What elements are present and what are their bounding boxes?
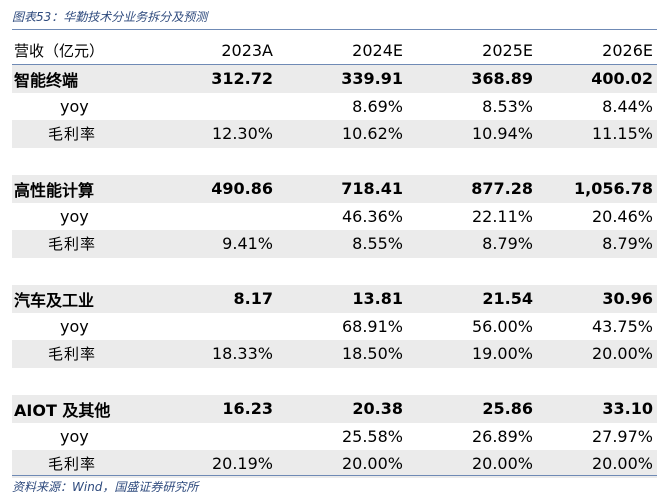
revenue-cell: 312.72 — [152, 64, 277, 93]
header-label: 营收（亿元） — [12, 36, 152, 65]
yoy-cell: 20.46% — [591, 206, 653, 226]
year-header: 2026E — [537, 36, 657, 65]
source-note: 资料来源：Wind，国盛证券研究所 — [12, 480, 199, 494]
gross-margin-cell: 10.94% — [407, 120, 537, 148]
segment-yoy-row: yoy 68.91% 56.00% 43.75% — [12, 313, 657, 341]
gross-margin-cell: 9.41% — [152, 230, 277, 258]
yoy-label: yoy — [60, 206, 89, 226]
yoy-cell: 68.91% — [341, 316, 403, 336]
segment-name: AIOT 及其他 — [12, 395, 152, 423]
yoy-label: yoy — [60, 96, 89, 116]
gross-margin-cell: 20.00% — [277, 450, 407, 478]
gross-margin-label: 毛利率 — [12, 230, 152, 258]
revenue-cell: 16.23 — [152, 395, 277, 423]
yoy-cell: 22.11% — [471, 206, 533, 226]
gross-margin-cell: 10.62% — [277, 120, 407, 148]
year-header: 2025E — [407, 36, 537, 65]
segment-name: 汽车及工业 — [12, 285, 152, 313]
header-row: 营收（亿元） 2023A 2024E 2025E 2026E — [12, 36, 657, 65]
revenue-cell: 21.54 — [407, 285, 537, 313]
year-header: 2023A — [152, 36, 277, 65]
gross-margin-cell: 8.79% — [407, 230, 537, 258]
revenue-cell: 718.41 — [277, 175, 407, 203]
spacer-row — [12, 257, 657, 285]
yoy-label: yoy — [60, 426, 89, 446]
segment-revenue-row: 智能终端 312.72 339.91 368.89 400.02 — [12, 64, 657, 93]
gross-margin-cell: 8.79% — [537, 230, 657, 258]
segment-revenue-row: AIOT 及其他 16.23 20.38 25.86 33.10 — [12, 395, 657, 423]
segment-margin-row: 毛利率 18.33% 18.50% 19.00% 20.00% — [12, 340, 657, 368]
revenue-cell: 20.38 — [277, 395, 407, 423]
gross-margin-cell: 20.00% — [537, 340, 657, 368]
gross-margin-label: 毛利率 — [12, 120, 152, 148]
yoy-cell — [152, 423, 277, 451]
revenue-cell: 13.81 — [277, 285, 407, 313]
yoy-cell: 25.58% — [341, 426, 403, 446]
revenue-cell: 339.91 — [277, 64, 407, 93]
segment-yoy-row: yoy 46.36% 22.11% 20.46% — [12, 203, 657, 231]
yoy-cell: 56.00% — [471, 316, 533, 336]
revenue-cell: 368.89 — [407, 64, 537, 93]
gross-margin-cell: 18.33% — [152, 340, 277, 368]
spacer-row — [12, 147, 657, 175]
bottom-rule — [12, 475, 657, 476]
gross-margin-cell: 19.00% — [407, 340, 537, 368]
figure-title: 图表53：华勤技术分业务拆分及预测 — [12, 10, 208, 24]
gross-margin-cell: 8.55% — [277, 230, 407, 258]
segment-margin-row: 毛利率 20.19% 20.00% 20.00% 20.00% — [12, 450, 657, 478]
yoy-cell — [152, 313, 277, 341]
revenue-cell: 25.86 — [407, 395, 537, 423]
gross-margin-cell: 20.00% — [537, 450, 657, 478]
revenue-cell: 8.17 — [152, 285, 277, 313]
yoy-cell: 8.69% — [352, 96, 403, 116]
revenue-cell: 490.86 — [152, 175, 277, 203]
segment-name: 智能终端 — [12, 64, 152, 93]
gross-margin-cell: 18.50% — [277, 340, 407, 368]
yoy-cell — [152, 93, 277, 121]
yoy-cell: 27.97% — [591, 426, 653, 446]
yoy-cell — [152, 203, 277, 231]
gross-margin-cell: 20.00% — [407, 450, 537, 478]
revenue-cell: 1,056.78 — [537, 175, 657, 203]
segment-yoy-row: yoy 8.69% 8.53% 8.44% — [12, 93, 657, 121]
yoy-label: yoy — [60, 316, 89, 336]
segment-margin-row: 毛利率 12.30% 10.62% 10.94% 11.15% — [12, 120, 657, 148]
yoy-cell: 46.36% — [341, 206, 403, 226]
yoy-cell: 26.89% — [471, 426, 533, 446]
revenue-cell: 400.02 — [537, 64, 657, 93]
yoy-cell: 43.75% — [591, 316, 653, 336]
gross-margin-cell: 11.15% — [537, 120, 657, 148]
forecast-table: 营收（亿元） 2023A 2024E 2025E 2026E 智能终端 312.… — [12, 36, 657, 478]
revenue-cell: 30.96 — [537, 285, 657, 313]
segment-revenue-row: 汽车及工业 8.17 13.81 21.54 30.96 — [12, 285, 657, 313]
spacer-row — [12, 367, 657, 395]
segment-yoy-row: yoy 25.58% 26.89% 27.97% — [12, 423, 657, 451]
revenue-cell: 877.28 — [407, 175, 537, 203]
gross-margin-label: 毛利率 — [12, 450, 152, 478]
revenue-cell: 33.10 — [537, 395, 657, 423]
segment-name: 高性能计算 — [12, 175, 152, 203]
gross-margin-cell: 20.19% — [152, 450, 277, 478]
segment-revenue-row: 高性能计算 490.86 718.41 877.28 1,056.78 — [12, 175, 657, 203]
year-header: 2024E — [277, 36, 407, 65]
gross-margin-cell: 12.30% — [152, 120, 277, 148]
segment-margin-row: 毛利率 9.41% 8.55% 8.79% 8.79% — [12, 230, 657, 258]
top-rule — [12, 29, 657, 30]
yoy-cell: 8.53% — [482, 96, 533, 116]
yoy-cell: 8.44% — [602, 96, 653, 116]
gross-margin-label: 毛利率 — [12, 340, 152, 368]
